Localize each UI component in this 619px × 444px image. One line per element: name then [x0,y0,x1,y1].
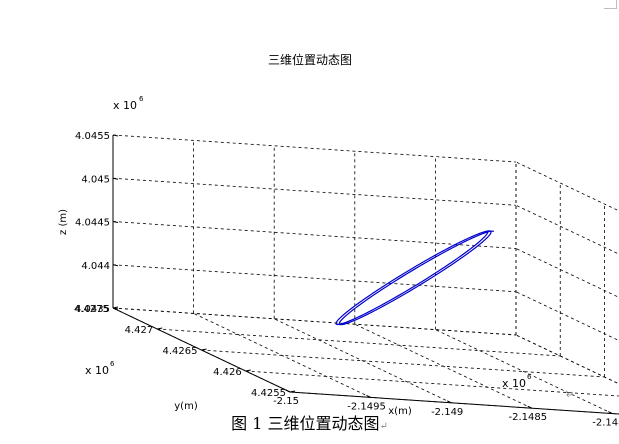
paragraph-mark: ↵ [566,390,575,401]
y-axis-tick [201,348,207,351]
x-axis-tick [527,405,533,409]
z-axis-label: z (m) [58,209,69,235]
x-axis-line [289,391,619,415]
floor-grid-line-y [157,328,561,357]
z-tick-label: 4.045 [81,174,110,185]
x-tick-label: -2.149 [431,407,463,418]
z-axis-tick [112,134,119,137]
floor-grid-line-x [435,329,613,414]
chart-axes [112,135,619,415]
z-axis-tick [112,177,119,180]
x-axis-exponent-power: 6 [527,373,532,381]
y-tick-label: 4.426 [213,367,242,378]
y-tick-label: 4.4255 [251,388,286,399]
y-axis-label: y(m) [174,401,198,412]
z-tick-label: 4.0445 [75,218,110,229]
z-axis-tick [112,221,119,223]
back-wall-grid-line-z [112,134,517,163]
y-axis-exponent-power: 6 [110,360,115,368]
side-wall-grid-line-z [515,204,619,255]
y-tick-label: 4.4265 [163,346,198,357]
floor-grid-line-y [245,370,619,397]
chart-grid [112,134,619,415]
side-wall-grid-line-z [515,334,619,385]
z-axis-tick [112,307,119,310]
side-wall-grid-line-z [515,248,619,298]
back-wall-grid-line-z [112,221,517,249]
x-axis-label: x(m) [388,406,412,417]
chart-title: 三维位置动态图 [268,52,352,67]
figure-caption-text: 图 1 三维位置动态图 [231,414,380,433]
figure-caption: 图 1 三维位置动态图↵ [0,410,619,434]
floor-grid-line-x [274,318,452,404]
side-wall-grid-line-z [515,291,619,342]
z-axis-tick [112,264,119,267]
x-tick-label: -2.15 [273,396,299,407]
y-axis-tick [157,327,163,330]
x-tick-label: -2.148 [592,418,619,429]
x-tick-label: -2.1485 [508,412,547,423]
page-corner-mark [604,0,617,9]
chart-series [335,230,495,326]
x-axis-tick [366,394,371,398]
y-axis-exponent: x 10 [85,364,109,377]
side-wall-grid-line-z [515,161,619,212]
z-tick-label: 4.0435 [75,304,110,315]
y-axis-tick [245,369,251,372]
x-axis-tick [446,400,452,404]
z-tick-label: 4.044 [81,261,110,272]
x-axis-tick [285,389,291,393]
x-axis-tick [608,411,613,415]
floor-grid-line-y [201,349,605,378]
back-wall-grid-line-z [112,307,517,336]
chart-tick-labels: -2.15-2.1495-2.149-2.1485-2.148-2.14754.… [74,131,619,429]
trajectory-line [335,230,495,326]
z-tick-label: 4.0455 [75,131,110,142]
back-wall-grid-line-z [112,264,517,293]
y-tick-label: 4.427 [125,325,154,336]
back-wall-grid-line-z [112,177,517,206]
y-axis-tick [289,390,296,393]
z-axis-exponent-power: 6 [139,95,144,103]
y-tick-label: 4.4275 [74,304,109,315]
x-tick-label: -2.1495 [347,401,386,412]
z-axis-exponent: x 10 [113,99,137,112]
x-axis-exponent: x 10 [502,377,526,390]
caption-return-mark: ↵ [379,421,388,432]
